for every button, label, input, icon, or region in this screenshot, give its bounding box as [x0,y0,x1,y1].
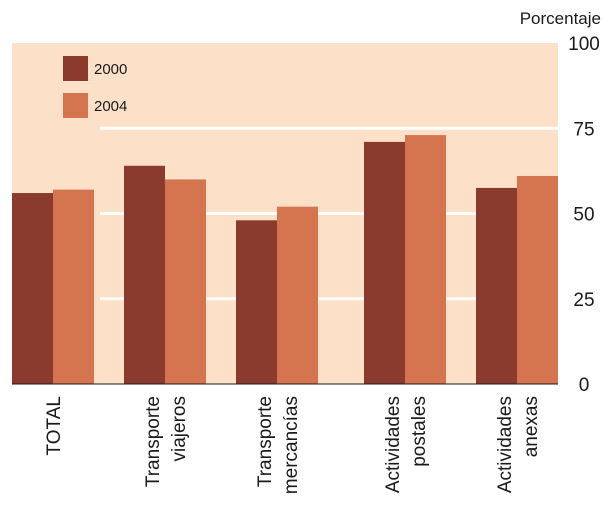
category-label-3: Actividades postales [383,396,430,493]
category-label-line: TOTAL [44,396,65,455]
bar-2000-4 [476,187,517,384]
category-label-4: Actividades anexas [495,396,542,493]
x-tick-labels: TOTAL Transporte viajeros Transporte mercanc… [44,396,542,494]
category-label-line: anexas [521,396,542,457]
bar-2004-3 [405,135,446,384]
bar-2000-2 [236,220,277,384]
category-label-line: viajeros [169,396,190,461]
legend-swatch-2004 [63,93,88,118]
bar-2000-3 [364,141,405,384]
y-tick-label-75: 75 [573,119,594,140]
bar-2004-1 [165,179,206,384]
bar-2004-4 [517,175,558,384]
y-tick-labels: 0 25 50 75 100 [568,34,600,396]
category-label-line: Actividades [495,396,516,493]
bar-2000-1 [124,165,165,384]
y-tick-label-0: 0 [579,375,590,396]
y-tick-label-25: 25 [573,290,594,311]
category-label-1: Transporte viajeros [143,396,190,487]
legend-label-2000: 2000 [94,61,127,78]
bar-2004-0 [53,189,94,384]
category-label-line: postales [409,396,430,467]
y-tick-label-100: 100 [568,34,600,55]
legend-label-2004: 2004 [94,98,127,115]
category-label-0: TOTAL [44,396,65,455]
category-label-line: mercancías [281,396,302,494]
category-label-2: Transporte mercancías [255,396,302,494]
category-label-line: Transporte [255,396,276,487]
bar-2000-0 [12,193,53,384]
y-axis-label: Porcentaje [520,9,601,28]
category-label-line: Transporte [143,396,164,487]
category-label-line: Actividades [383,396,404,493]
legend-swatch-2000 [63,56,88,81]
bars [12,135,558,384]
legend: 2000 2004 [63,56,127,118]
bar-2004-2 [277,206,318,384]
y-tick-label-50: 50 [573,205,594,226]
